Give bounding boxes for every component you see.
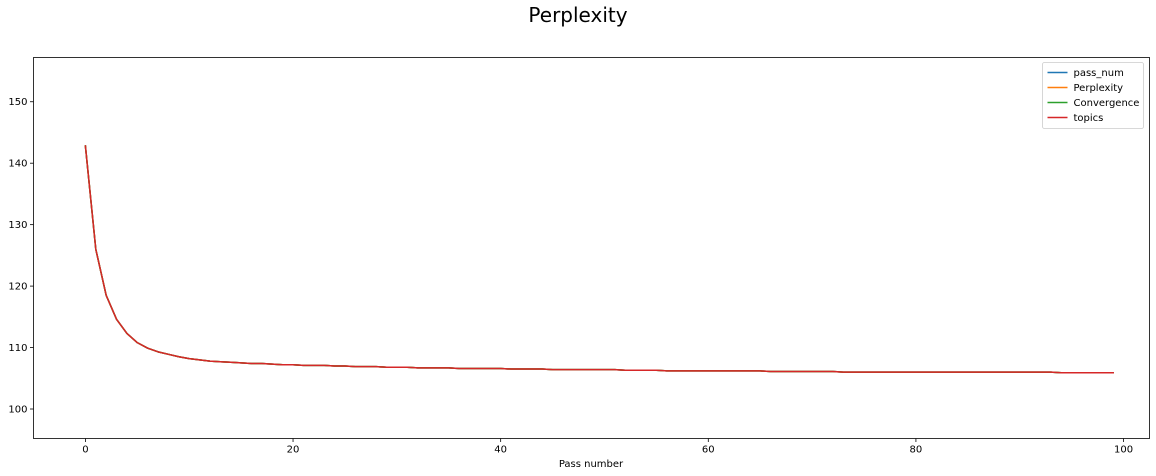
- y-tick-label: 120: [8, 282, 27, 293]
- y-tick-label: 130: [8, 220, 27, 231]
- x-tick-label: 60: [702, 445, 715, 456]
- x-tick-label: 100: [1114, 445, 1133, 456]
- x-tick-label: 0: [82, 445, 88, 456]
- x-axis-label: Pass number: [559, 459, 624, 470]
- legend-label: topics: [1074, 113, 1104, 124]
- legend-box: [1042, 62, 1144, 129]
- x-axis: 0 20 40 60 80 100: [82, 438, 1133, 456]
- x-tick-label: 40: [494, 445, 507, 456]
- legend-label: Perplexity: [1074, 83, 1124, 94]
- y-tick-label: 150: [8, 97, 27, 108]
- x-tick-label: 20: [287, 445, 300, 456]
- series-line-convergence: [84, 145, 1114, 374]
- x-tick-label: 80: [910, 445, 923, 456]
- series-line-perplexity: [84, 145, 1114, 374]
- legend-label: pass_num: [1074, 68, 1124, 79]
- y-tick-label: 110: [8, 343, 27, 354]
- series-line-topics: [84, 145, 1114, 374]
- chart-title: Perplexity: [528, 3, 627, 27]
- legend-label: Convergence: [1074, 98, 1140, 109]
- y-tick-label: 100: [8, 405, 27, 416]
- plot-frame: [33, 57, 1150, 439]
- y-tick-label: 140: [8, 159, 27, 170]
- plot-area: [84, 145, 1114, 374]
- y-axis: 100 110 120 130 140 150: [8, 97, 34, 416]
- legend: pass_num Perplexity Convergence topics: [1042, 62, 1144, 129]
- series-line-pass-num: [84, 145, 1114, 374]
